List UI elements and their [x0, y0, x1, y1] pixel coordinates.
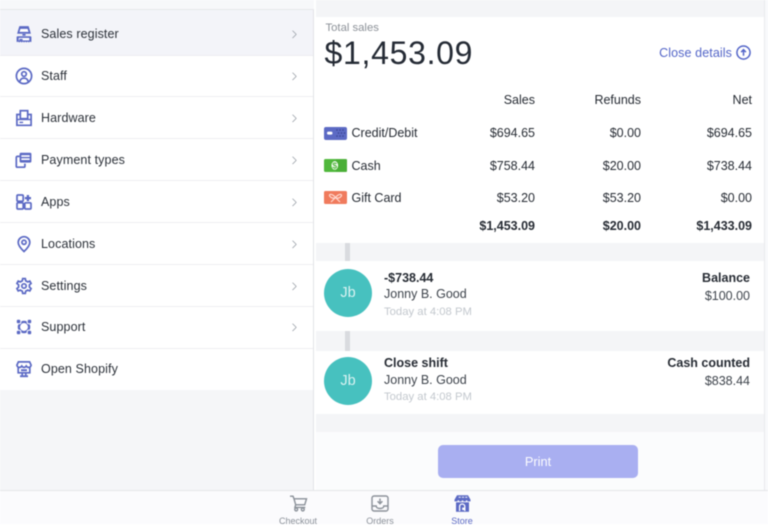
svg-text:$: $: [332, 160, 337, 170]
